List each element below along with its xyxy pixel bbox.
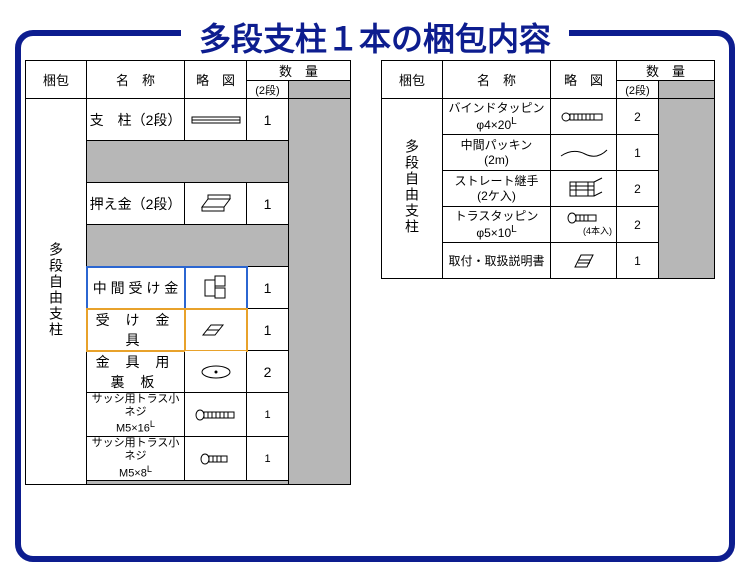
col-zu: 略 図 xyxy=(551,61,617,99)
screw-short-icon xyxy=(199,452,233,466)
row-qty: 2 xyxy=(247,351,289,393)
row-name: 押え金（2段） xyxy=(87,183,185,225)
mid-bracket-icon xyxy=(199,274,233,302)
row-name: トラスタッピンφ5×10L xyxy=(443,207,551,243)
row-name: 受 け 金 具 xyxy=(87,309,185,351)
row-note: (4本入) xyxy=(551,224,616,237)
row-qty: 1 xyxy=(247,437,289,481)
col-zu: 略 図 xyxy=(185,61,247,99)
row-qty: 2 xyxy=(617,99,659,135)
row-name: 金 具 用 裏 板 xyxy=(87,351,185,393)
clip-icon xyxy=(196,193,236,215)
backplate-icon xyxy=(198,362,234,382)
row-name: ストレート継手(2ケ入) xyxy=(443,171,551,207)
qty-extra-gray xyxy=(659,99,715,279)
bind-screw-icon xyxy=(561,111,607,123)
bracket-icon xyxy=(199,319,233,341)
pillar-icon xyxy=(190,113,242,127)
row-name: サッシ用トラス小ネジM5×8L xyxy=(87,437,185,481)
col-name: 名 称 xyxy=(443,61,551,99)
row-zu xyxy=(185,99,247,141)
row-qty: 1 xyxy=(617,135,659,171)
row-name: サッシ用トラス小ネジM5×16L xyxy=(87,393,185,437)
col-konpo: 梱包 xyxy=(26,61,87,99)
row-qty: 1 xyxy=(247,267,289,309)
row-zu xyxy=(185,437,247,481)
col-qty-2dan: (2段) xyxy=(247,81,289,99)
page-title: 多段支柱１本の梱包内容 xyxy=(181,14,569,60)
row-qty: 1 xyxy=(247,393,289,437)
row-zu xyxy=(551,243,617,279)
row-qty: 1 xyxy=(247,309,289,351)
manual-icon xyxy=(569,249,599,273)
group-label: 多段自由支柱 xyxy=(46,242,66,338)
row-zu xyxy=(185,183,247,225)
row-qty: 2 xyxy=(617,207,659,243)
truss-screw-icon xyxy=(567,212,601,224)
group-label-cell: 多段自由支柱 xyxy=(26,99,87,485)
bottom-strip xyxy=(87,481,289,485)
row-name: バインドタッピンφ4×20L xyxy=(443,99,551,135)
qty-extra-gray xyxy=(289,99,351,485)
content-area: 梱包 名 称 略 図 数 量 (2段) 多段自由支柱 支 柱（2段） 1 押え金… xyxy=(25,60,725,485)
row-zu xyxy=(551,171,617,207)
row-qty: 1 xyxy=(247,183,289,225)
row-zu xyxy=(551,99,617,135)
group-label: 多段自由支柱 xyxy=(402,139,422,235)
col-qty-extra xyxy=(289,81,351,99)
row-qty: 1 xyxy=(617,243,659,279)
row-zu xyxy=(185,267,247,309)
right-parts-table: 梱包 名 称 略 図 数 量 (2段) 多段自由支柱 バインドタッピンφ4×20… xyxy=(381,60,715,279)
spacer-row xyxy=(87,225,289,267)
row-name: 取付・取扱説明書 xyxy=(443,243,551,279)
row-zu: (4本入) xyxy=(551,207,617,243)
row-name: 支 柱（2段） xyxy=(87,99,185,141)
spacer-row xyxy=(87,141,289,183)
packing-icon xyxy=(559,146,609,160)
row-name: 中間パッキン(2m) xyxy=(443,135,551,171)
row-zu xyxy=(185,309,247,351)
col-qty: 数 量 xyxy=(617,61,715,81)
group-label-cell: 多段自由支柱 xyxy=(382,99,443,279)
row-qty: 2 xyxy=(617,171,659,207)
col-qty-2dan: (2段) xyxy=(617,81,659,99)
col-qty-extra xyxy=(659,81,715,99)
screw-icon xyxy=(194,408,238,422)
col-qty: 数 量 xyxy=(247,61,351,81)
joint-icon xyxy=(562,176,606,202)
row-qty: 1 xyxy=(247,99,289,141)
left-parts-table: 梱包 名 称 略 図 数 量 (2段) 多段自由支柱 支 柱（2段） 1 押え金… xyxy=(25,60,351,485)
row-zu xyxy=(185,351,247,393)
row-zu xyxy=(551,135,617,171)
row-zu xyxy=(185,393,247,437)
row-name: 中 間 受 け 金 xyxy=(87,267,185,309)
col-konpo: 梱包 xyxy=(382,61,443,99)
col-name: 名 称 xyxy=(87,61,185,99)
